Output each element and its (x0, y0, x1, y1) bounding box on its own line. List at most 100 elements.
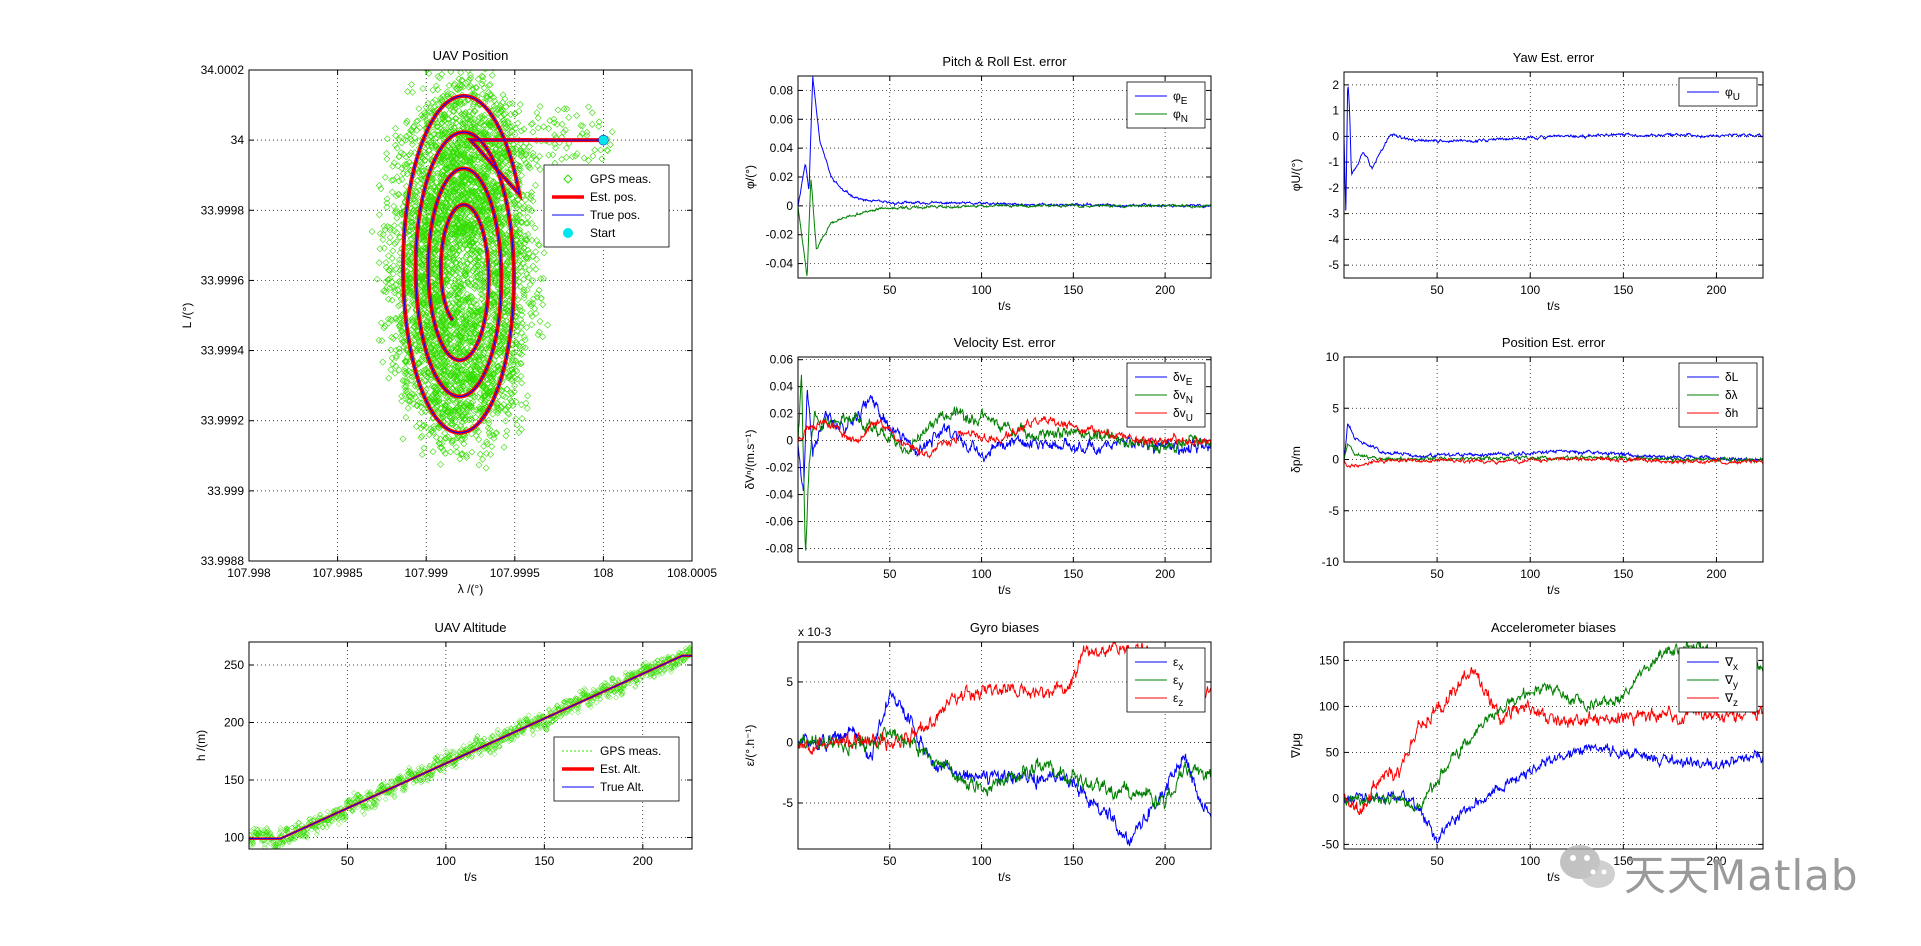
gps-point (486, 334, 494, 341)
gps-point (277, 825, 284, 832)
x-tick-label: 150 (1613, 283, 1633, 297)
gps-point (459, 383, 467, 391)
gps-point (502, 124, 509, 132)
gps-point (498, 221, 506, 228)
gps-point (499, 333, 507, 341)
gps-point (261, 844, 268, 849)
gps-point (456, 270, 464, 278)
gps-point (476, 185, 484, 193)
gps-point (430, 422, 438, 430)
gps-point (461, 414, 469, 422)
gps-point (420, 421, 428, 429)
gps-point (430, 398, 438, 406)
gps-point (503, 129, 511, 137)
gps-point (459, 111, 467, 119)
gps-point (484, 215, 492, 223)
gps-point (457, 400, 465, 408)
gps-point (407, 135, 415, 143)
y-tick-label: 0 (1332, 453, 1339, 467)
gps-point (429, 382, 436, 390)
gps-point (447, 260, 455, 268)
gps-point (389, 283, 397, 291)
legend-label: Est. pos. (590, 190, 637, 204)
y-tick-label: 0 (786, 434, 793, 448)
gps-point (418, 432, 426, 440)
gps-point (463, 344, 471, 352)
gps-point (420, 233, 428, 241)
gps-point (510, 152, 518, 160)
gps-point (560, 105, 568, 113)
gps-point (527, 195, 535, 203)
gps-point (457, 343, 465, 351)
gps-point (523, 191, 531, 199)
x-tick-label: 107.998 (227, 566, 271, 580)
gps-point (395, 302, 402, 310)
gps-point (450, 185, 457, 193)
gps-point (418, 160, 426, 168)
gps-point (514, 232, 522, 240)
gps-point (469, 398, 477, 406)
gps-point (501, 219, 509, 227)
gps-point (414, 397, 422, 405)
gps-point (502, 274, 510, 282)
gps-point (484, 207, 492, 214)
gps-point (417, 175, 425, 183)
gps-point (490, 357, 498, 365)
series-group (1344, 86, 1763, 211)
gps-point (395, 136, 403, 143)
gps-point (283, 825, 290, 832)
gps-point (492, 183, 500, 190)
gps-point (482, 464, 490, 472)
gps-point (533, 109, 541, 117)
gps-point (551, 131, 558, 139)
gps-point (487, 367, 495, 375)
gps-point (529, 252, 537, 260)
gps-point (476, 202, 484, 210)
gps-point (512, 124, 520, 132)
gps-point (456, 62, 462, 68)
gps-point (463, 406, 471, 414)
gps-point (476, 248, 484, 256)
gps-point (427, 138, 435, 146)
gps-point (465, 298, 473, 305)
y-tick-label: 33.9998 (201, 203, 245, 217)
gps-point (479, 455, 487, 463)
gps-point (458, 381, 466, 388)
gps-point (406, 231, 414, 239)
gps-point (448, 413, 456, 421)
gps-point (403, 377, 411, 385)
gps-point (467, 74, 474, 82)
gps-point (396, 321, 404, 329)
gps-point (532, 156, 540, 164)
gps-point (471, 375, 479, 383)
gps-point (434, 123, 442, 131)
gps-point (499, 392, 507, 400)
gps-point (398, 327, 405, 335)
legend-swatch (563, 228, 573, 238)
gps-point (433, 302, 441, 310)
gps-point (473, 300, 480, 308)
gps-point (460, 281, 468, 289)
gps-point (445, 122, 453, 130)
gps-point (455, 143, 463, 151)
gps-point (518, 267, 525, 275)
y-tick-label: -3 (1328, 207, 1339, 221)
gps-point (301, 829, 308, 835)
x-tick-label: 200 (1155, 283, 1175, 297)
gps-point (487, 384, 495, 392)
gps-point (398, 176, 406, 183)
gps-point (452, 399, 459, 407)
y-tick-label: 33.9988 (201, 554, 245, 568)
gps-point (451, 320, 459, 328)
gps-point (389, 335, 397, 343)
gps-point (419, 226, 427, 233)
gps-point (558, 155, 566, 163)
gps-point (521, 235, 529, 243)
gps-point (464, 294, 472, 302)
gps-point (286, 839, 293, 846)
gps-point (471, 219, 479, 227)
gps-point (326, 821, 333, 828)
gps-point (514, 217, 522, 224)
gps-point (451, 230, 459, 238)
gps-point (519, 209, 527, 217)
